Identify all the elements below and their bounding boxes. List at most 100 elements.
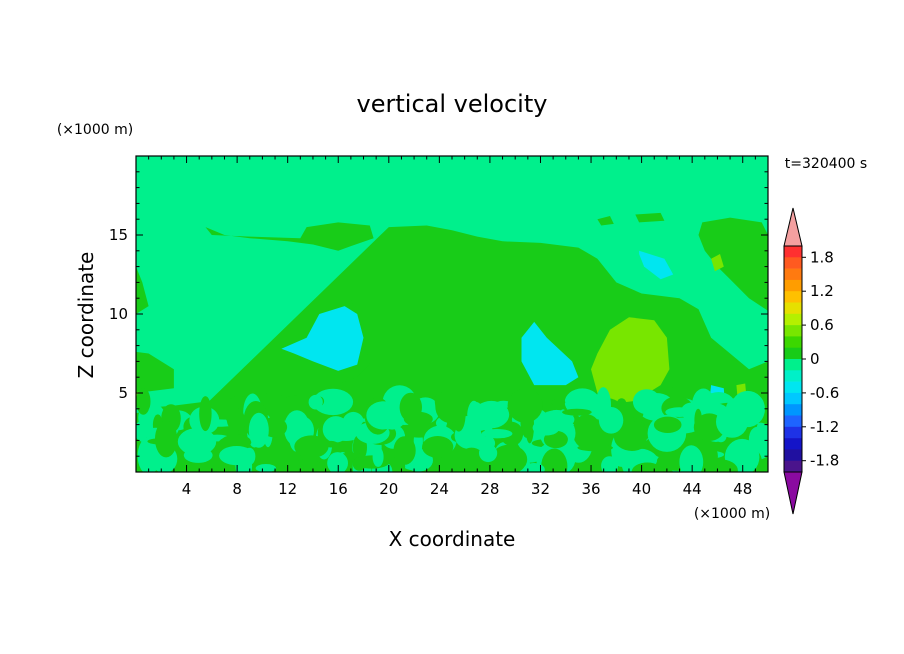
x-tick-label: 12	[278, 480, 297, 498]
noise-cell	[399, 392, 422, 422]
contour-region-10	[591, 317, 670, 405]
x-tick-label: 32	[531, 480, 550, 498]
noise-cell	[289, 459, 324, 472]
x-axis-title: X coordinate	[389, 527, 516, 551]
noise-cell	[354, 455, 390, 469]
contour-region-8	[639, 250, 674, 280]
noise-cell	[243, 447, 256, 466]
noise-cell	[632, 389, 661, 415]
colorbar-over-arrow	[783, 207, 803, 247]
x-tick-label: 4	[182, 480, 192, 498]
noise-cell	[327, 452, 348, 472]
colorbar-swatch	[784, 313, 802, 326]
y-tick-label: 10	[109, 305, 128, 323]
y-unit-label: (×1000 m)	[57, 122, 133, 138]
y-axis-title: Z coordinate	[74, 252, 98, 379]
y-tick-label: 5	[118, 384, 128, 402]
colorbar-swatch	[784, 449, 802, 461]
colorbar-under-arrow	[783, 471, 803, 515]
contour-region-11	[711, 254, 724, 272]
noise-cell	[577, 444, 613, 452]
x-tick-label: 48	[733, 480, 752, 498]
noise-cell	[180, 462, 205, 472]
contour-region-7	[521, 321, 579, 386]
colorbar-swatch	[784, 302, 802, 315]
noise-cell	[294, 435, 329, 459]
y-tick-label: 15	[109, 226, 128, 244]
x-tick-label: 28	[480, 480, 499, 498]
colorbar-swatch	[784, 325, 802, 337]
noise-cell	[322, 416, 350, 443]
noise-cell	[507, 388, 543, 423]
noise-cell	[470, 402, 482, 416]
contour-region-6	[281, 306, 364, 371]
colorbar-swatch	[784, 415, 802, 428]
noise-cell	[716, 405, 748, 438]
noise-cell	[248, 412, 269, 448]
colorbar-swatch	[784, 392, 802, 405]
colorbar-swatch	[784, 370, 802, 382]
x-axis: 4 8 12 16 20 24 28 32 36 40 44 48	[148, 156, 756, 498]
noise-cell	[457, 415, 492, 432]
noise-cell	[147, 438, 175, 445]
noise-cell	[372, 446, 384, 467]
x-tick-label: 40	[632, 480, 651, 498]
noise-cell	[598, 407, 624, 434]
colorbar-swatch	[784, 336, 802, 348]
colorbar-swatch	[784, 404, 802, 416]
noise-cell	[631, 462, 664, 472]
noise-cell	[481, 429, 513, 439]
surface-noise-band	[136, 385, 768, 472]
colorbar: 1.8 1.2 0.6 0 -0.6 -1.2 -1.8	[783, 207, 839, 515]
noise-cell	[653, 416, 682, 433]
noise-cell	[616, 398, 627, 411]
contour-region-4	[597, 216, 614, 226]
noise-cell	[393, 436, 416, 465]
x-tick-label: 16	[329, 480, 348, 498]
colorbar-label: 1.2	[810, 282, 834, 300]
y-axis: 5 10 15	[109, 171, 768, 457]
noise-cell	[665, 407, 694, 417]
chart-title: vertical velocity	[357, 90, 548, 118]
noise-cell	[435, 389, 464, 423]
noise-cell	[177, 428, 217, 456]
colorbar-swatch	[784, 291, 802, 303]
colorbar-label: 0.6	[810, 316, 834, 334]
colorbar-label: -1.8	[810, 452, 839, 470]
noise-cell	[366, 401, 400, 430]
noise-cell	[312, 388, 354, 416]
x-tick-label: 20	[379, 480, 398, 498]
x-tick-label: 36	[581, 480, 600, 498]
noise-cell	[551, 399, 566, 406]
noise-cell	[183, 447, 213, 463]
noise-cell	[523, 463, 545, 472]
colorbar-swatch	[784, 426, 802, 439]
contour-region-3	[698, 217, 768, 311]
x-tick-label: 44	[683, 480, 702, 498]
noise-cell	[479, 444, 498, 463]
colorbar-swatch	[784, 347, 802, 360]
colorbar-label: 0	[810, 350, 820, 368]
noise-cell	[694, 408, 702, 432]
contour-field	[136, 156, 768, 472]
noise-cell	[601, 456, 619, 472]
noise-cell	[541, 448, 568, 472]
colorbar-swatch	[784, 257, 802, 269]
noise-cell	[136, 388, 151, 415]
colorbar-label: -1.2	[810, 418, 839, 436]
noise-cell	[679, 445, 704, 472]
x-tick-label: 8	[232, 480, 242, 498]
x-unit-label: (×1000 m)	[694, 506, 770, 522]
noise-cell	[255, 464, 277, 472]
x-tick-label: 24	[430, 480, 449, 498]
noise-cell	[308, 394, 323, 410]
time-label: t=320400 s	[785, 156, 867, 172]
colorbar-swatch	[784, 359, 802, 371]
colorbar-label: -0.6	[810, 384, 839, 402]
noise-cell	[562, 408, 592, 416]
contour-region-2	[205, 222, 374, 251]
colorbar-swatch	[784, 460, 802, 473]
contour-region-5	[635, 212, 665, 223]
noise-cell	[613, 423, 650, 451]
